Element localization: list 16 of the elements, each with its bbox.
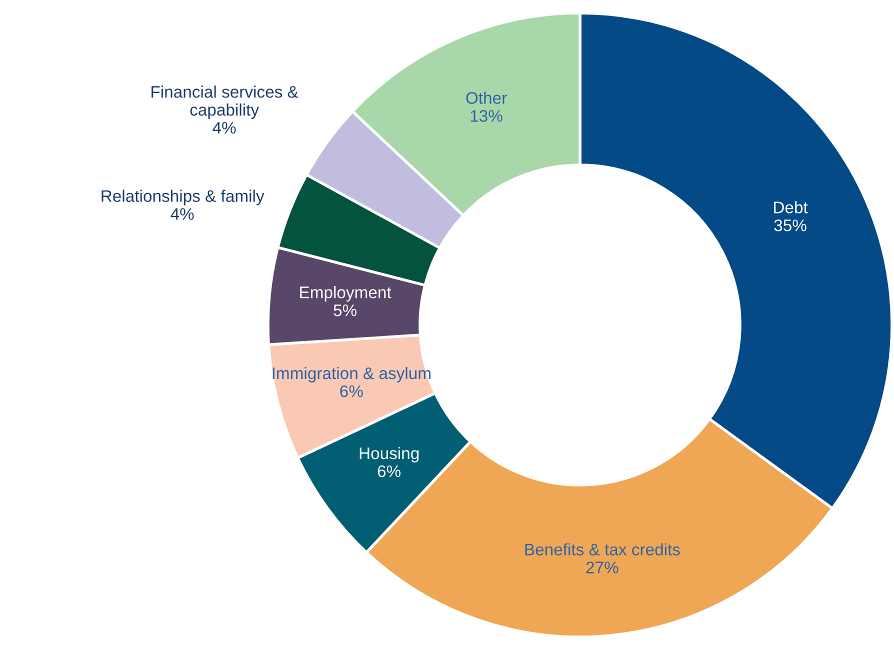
slice-label: Other xyxy=(466,92,507,104)
data-label: 4% xyxy=(212,122,236,134)
slice-label: Employment xyxy=(300,286,392,302)
slice-label: Financial services & capability xyxy=(152,86,298,120)
data-label: 13% xyxy=(470,110,502,122)
data-label: 4% xyxy=(170,208,194,220)
slice-label: Housing xyxy=(360,446,419,463)
data-label: 5% xyxy=(334,304,356,316)
slice-label: Benefits & tax credits xyxy=(525,543,680,556)
slice-label: Debt xyxy=(774,201,808,214)
slice-label: Immigration & asylum xyxy=(272,366,430,382)
data-label: 6% xyxy=(340,385,363,398)
slice-label: Relationships & family xyxy=(102,190,264,206)
data-label: 35% xyxy=(774,220,806,232)
data-label: 27% xyxy=(586,562,618,574)
data-label: 6% xyxy=(378,465,401,478)
